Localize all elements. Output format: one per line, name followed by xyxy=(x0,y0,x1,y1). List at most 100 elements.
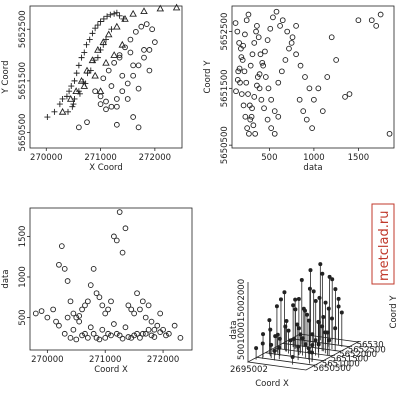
data-point xyxy=(65,108,71,115)
data-point xyxy=(58,243,65,249)
y-axis-label: Coord Y xyxy=(203,60,213,94)
data-point xyxy=(92,25,99,32)
data-point xyxy=(125,334,132,340)
data-point xyxy=(103,106,109,113)
data-point xyxy=(320,271,325,276)
data-point xyxy=(85,334,91,341)
data-point xyxy=(333,326,338,331)
plot-frame xyxy=(231,5,395,149)
data-point xyxy=(61,330,68,337)
y-tick-label: 5652500 xyxy=(220,13,230,51)
data-point xyxy=(105,67,112,74)
data-point xyxy=(255,34,262,41)
chart-p3: 270000 271000 272000 500 1000 1500 Coord X data xyxy=(1,207,193,375)
data-point xyxy=(284,28,291,35)
x-tick-label: 272000 xyxy=(147,355,179,365)
data-point xyxy=(313,338,318,343)
watermark-box xyxy=(371,203,395,285)
x-tick-label: 270000 xyxy=(31,355,63,365)
data-point xyxy=(239,57,246,63)
data-point xyxy=(32,310,39,317)
x-axis-label: X Coord xyxy=(89,163,123,173)
data-point xyxy=(133,28,139,35)
data-point xyxy=(66,88,73,95)
data-point xyxy=(260,62,267,69)
data-point xyxy=(111,10,118,17)
data-point xyxy=(157,329,164,335)
data-point xyxy=(273,334,278,339)
data-point xyxy=(105,306,111,313)
data-point xyxy=(293,51,299,58)
data-point xyxy=(288,338,293,343)
data-point xyxy=(63,93,70,100)
data-point xyxy=(134,330,140,337)
data-point xyxy=(99,326,106,333)
data-point xyxy=(244,125,250,131)
data-point xyxy=(346,91,353,97)
data-point xyxy=(311,289,316,294)
data-point xyxy=(242,113,249,120)
data-point xyxy=(139,330,146,337)
data-point xyxy=(156,4,165,12)
data-point xyxy=(316,319,321,324)
floor-grid xyxy=(256,356,315,366)
data-point xyxy=(256,71,263,78)
data-point xyxy=(296,296,301,301)
y-tick-label: 500 xyxy=(18,309,28,325)
data-point xyxy=(90,266,97,272)
data-point xyxy=(243,79,250,86)
data-point xyxy=(70,310,77,317)
data-point xyxy=(76,318,83,325)
x-tick-label: 271000 xyxy=(89,355,121,365)
data-point xyxy=(261,105,267,112)
data-point xyxy=(245,11,252,18)
depth-tick-label: 5651000 xyxy=(322,359,360,369)
data-point xyxy=(277,23,283,29)
data-point xyxy=(130,62,136,69)
data-point xyxy=(254,23,260,29)
data-point xyxy=(260,341,265,346)
data-point xyxy=(102,310,109,317)
data-point xyxy=(293,307,298,312)
data-point xyxy=(79,332,85,339)
data-point xyxy=(257,51,264,58)
y-tick-label: 5651500 xyxy=(220,69,230,107)
data-point xyxy=(240,102,247,109)
data-point xyxy=(323,300,328,305)
data-point xyxy=(303,342,308,347)
data-point xyxy=(327,274,332,279)
data-point xyxy=(108,103,115,110)
x-tick-label: 2695002 xyxy=(230,365,268,375)
data-point xyxy=(104,13,111,20)
data-point xyxy=(113,9,120,16)
data-point xyxy=(256,85,263,92)
data-point xyxy=(53,318,59,325)
data-point xyxy=(151,334,158,340)
data-point xyxy=(114,121,120,128)
data-point xyxy=(129,9,137,17)
data-point xyxy=(145,326,152,333)
data-point xyxy=(61,266,68,272)
x-axis-label: data xyxy=(303,163,322,173)
data-point xyxy=(329,316,334,321)
data-point xyxy=(51,108,58,115)
data-point xyxy=(319,108,326,114)
data-point xyxy=(104,30,113,38)
floor-grid xyxy=(282,342,341,352)
z-tick-labels: 500100015002000 xyxy=(237,279,247,360)
data-point xyxy=(87,282,94,288)
y-tick-label: 5650500 xyxy=(18,114,28,152)
data-point xyxy=(149,26,155,33)
data-point xyxy=(310,343,315,348)
data-point xyxy=(247,116,254,123)
y-tick-label: 5652500 xyxy=(18,10,28,48)
data-point xyxy=(96,294,103,301)
data-point xyxy=(278,297,283,302)
data-point xyxy=(118,40,127,48)
data-point xyxy=(121,14,129,22)
data-point xyxy=(114,103,120,110)
data-point xyxy=(305,312,310,317)
data-point xyxy=(119,88,126,95)
data-point xyxy=(139,298,146,305)
data-point xyxy=(103,98,109,105)
